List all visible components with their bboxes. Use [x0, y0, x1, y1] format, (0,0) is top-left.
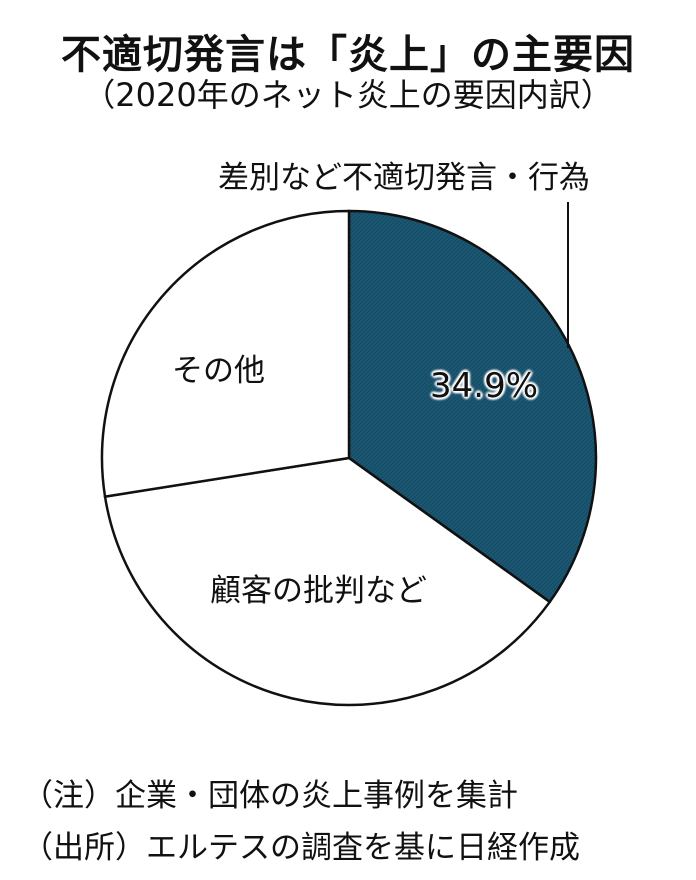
note: （注）企業・団体の炎上事例を集計 [22, 778, 518, 814]
slice-value-label: 34.9% [430, 366, 539, 406]
pie-slice-1 [103, 456, 552, 707]
pie-slice-2 [100, 209, 351, 499]
source: （出所）エルテスの調査を基に日経作成 [22, 830, 580, 866]
chart-subtitle: （2020年のネット炎上の要因内訳） [83, 76, 613, 114]
slice-label-other: その他 [172, 353, 265, 389]
slice-label-customer: 顧客の批判など [210, 573, 427, 609]
slice-label-discrimination: 差別など不適切発言・行為 [218, 160, 590, 196]
chart-title: 不適切発言は「炎上」の主要因 [61, 32, 635, 78]
